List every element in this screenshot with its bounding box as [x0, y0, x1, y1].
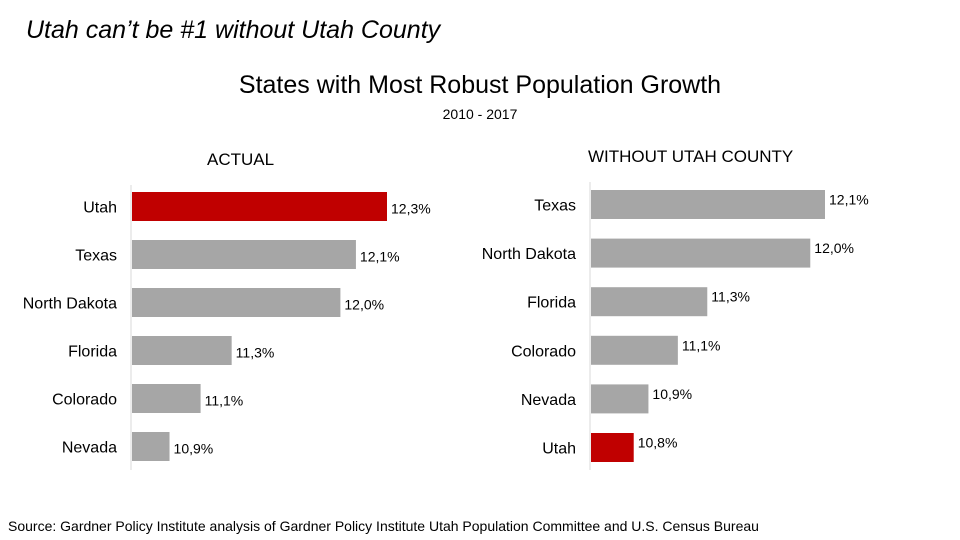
category-label-nevada-actual: Nevada — [62, 440, 117, 457]
bar-colorado-without — [591, 335, 678, 365]
category-label-florida-actual: Florida — [68, 344, 117, 361]
value-label-nevada-without: 10,9% — [652, 386, 692, 402]
chart-title: States with Most Robust Population Growt… — [238, 71, 722, 99]
bar-north-dakota-actual — [132, 288, 341, 317]
bar-utah-without — [591, 433, 634, 462]
value-label-utah-actual: 12,3% — [391, 201, 431, 217]
bar-north-dakota-without — [591, 238, 811, 268]
category-label-texas-actual: Texas — [75, 248, 117, 265]
headline: Utah can’t be #1 without Utah County — [26, 16, 441, 44]
category-label-utah-without: Utah — [542, 441, 576, 458]
bar-nevada-actual — [132, 432, 170, 461]
value-label-north-dakota-actual: 12,0% — [344, 297, 384, 313]
bar-texas-without — [591, 190, 825, 219]
chart-subtitle: 2010 - 2017 — [442, 106, 518, 122]
category-label-texas-without: Texas — [534, 198, 576, 215]
category-label-colorado-actual: Colorado — [52, 392, 117, 409]
value-label-colorado-actual: 11,1% — [205, 393, 244, 409]
bar-nevada-without — [591, 384, 649, 414]
value-label-texas-actual: 12,1% — [360, 249, 400, 265]
category-label-nevada-without: Nevada — [521, 392, 576, 409]
panel-title-actual: ACTUAL — [207, 150, 275, 169]
source-note: Source: Gardner Policy Institute analysi… — [8, 518, 759, 534]
category-label-florida-without: Florida — [527, 295, 576, 312]
bar-florida-without — [591, 287, 708, 317]
bar-colorado-actual — [132, 384, 201, 413]
bar-texas-actual — [132, 240, 356, 269]
panel-title-without-utah-county: WITHOUT UTAH COUNTY — [588, 147, 794, 166]
value-label-utah-without: 10,8% — [638, 435, 678, 451]
value-label-north-dakota-without: 12,0% — [814, 240, 854, 256]
value-label-florida-without: 11,3% — [711, 289, 750, 305]
bar-florida-actual — [132, 336, 232, 365]
category-label-north-dakota-without: North Dakota — [482, 246, 576, 263]
category-label-colorado-without: Colorado — [511, 343, 576, 360]
value-label-texas-without: 12,1% — [829, 192, 869, 208]
category-label-north-dakota-actual: North Dakota — [23, 296, 117, 313]
value-label-colorado-without: 11,1% — [682, 337, 721, 353]
value-label-nevada-actual: 10,9% — [174, 441, 214, 457]
category-label-utah-actual: Utah — [83, 200, 117, 217]
bar-utah-actual — [132, 192, 387, 221]
value-label-florida-actual: 11,3% — [236, 345, 275, 361]
